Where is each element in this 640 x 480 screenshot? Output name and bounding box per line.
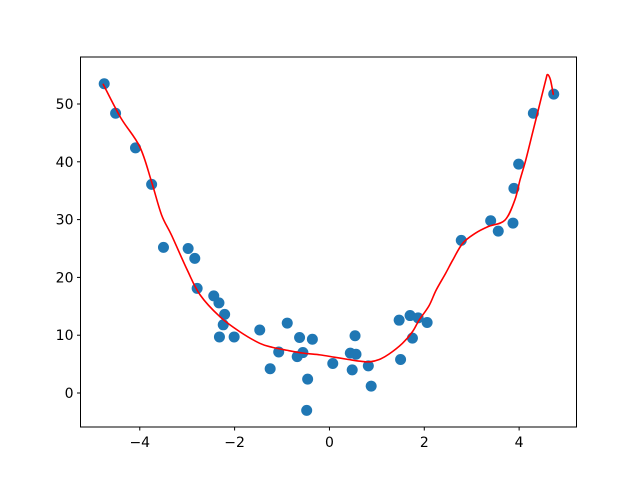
scatter-point: [507, 217, 519, 229]
scatter-point: [264, 363, 276, 375]
scatter-point: [130, 142, 142, 154]
scatter-point: [254, 324, 266, 336]
y-tick-label: 0: [65, 386, 74, 402]
x-tick-label: 4: [515, 435, 524, 451]
scatter-point: [213, 297, 225, 309]
scatter-point: [217, 319, 229, 331]
scatter-point: [189, 252, 201, 264]
scatter-point: [98, 78, 110, 90]
scatter-point: [349, 330, 361, 342]
y-tick-label: 50: [56, 97, 74, 113]
scatter-point: [412, 312, 424, 324]
y-tick-label: 10: [56, 328, 74, 344]
scatter-point: [157, 241, 169, 253]
x-tick-label: −2: [224, 435, 245, 451]
x-tick-label: 2: [420, 435, 429, 451]
scatter-point: [327, 358, 339, 370]
scatter-point: [350, 348, 362, 360]
x-tick-label: −4: [129, 435, 150, 451]
scatter-point: [393, 314, 405, 326]
scatter-point: [301, 404, 313, 416]
scatter-point: [306, 333, 318, 345]
scatter-point: [281, 317, 293, 329]
scatter-point: [182, 243, 194, 254]
scatter-point: [302, 373, 314, 385]
scatter-point: [421, 316, 433, 328]
scatter-point: [219, 308, 231, 320]
scatter-point: [362, 360, 374, 372]
scatter-point: [513, 158, 525, 170]
scatter-point: [294, 332, 306, 344]
x-tick-label: 0: [325, 435, 334, 451]
scatter-point: [406, 332, 418, 344]
scatter-point: [365, 380, 377, 392]
y-tick-label: 20: [56, 270, 74, 286]
scatter-point: [455, 234, 467, 246]
scatter-point: [110, 107, 122, 119]
scatter-point: [395, 353, 407, 365]
scatter-point: [346, 364, 358, 376]
y-tick-label: 30: [56, 213, 74, 229]
fit-curve: [102, 73, 555, 363]
scatter-point: [213, 331, 225, 343]
scatter-point: [492, 225, 504, 237]
scatter-point: [228, 331, 240, 343]
y-tick-label: 40: [56, 155, 74, 171]
plot-frame: [80, 56, 577, 428]
scatter-point: [485, 215, 497, 227]
